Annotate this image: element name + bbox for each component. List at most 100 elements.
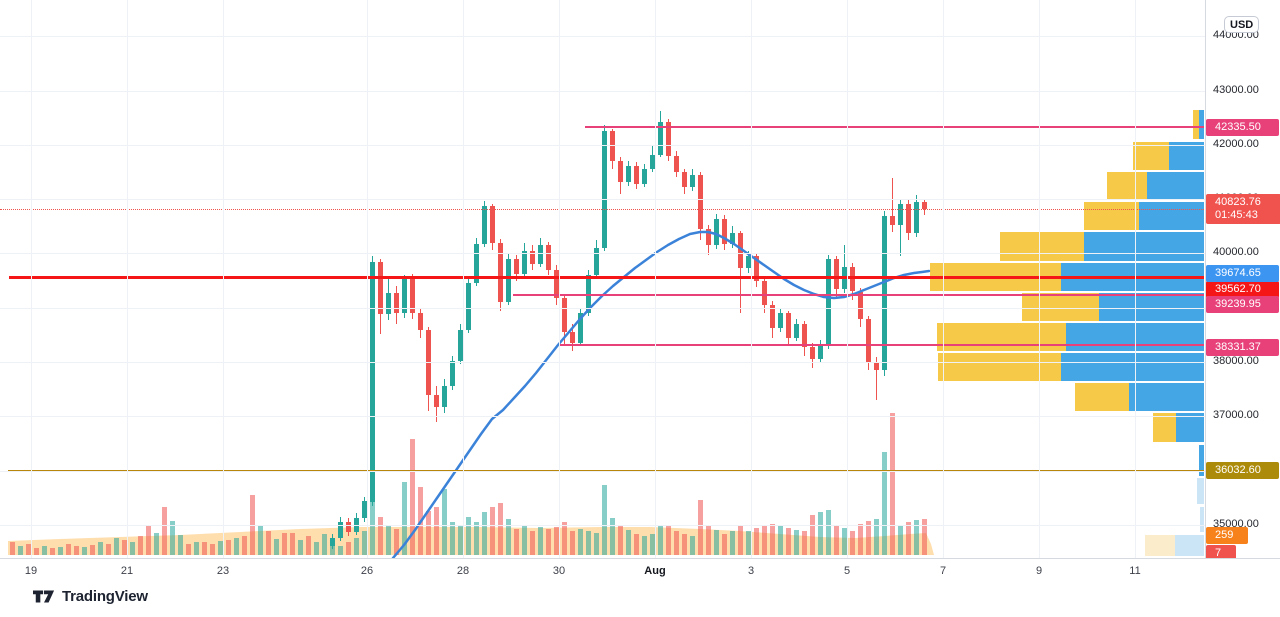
- volume-bar: [185, 544, 191, 555]
- volume-bar: [105, 544, 111, 555]
- candlestick: [601, 130, 607, 249]
- volume-bar: [305, 536, 311, 555]
- current-price-countdown: 01:45:43: [1215, 209, 1258, 221]
- volume-bar: [57, 547, 63, 555]
- volume-profile-yellow-segment: [1000, 232, 1084, 261]
- chart-plot-area[interactable]: [0, 0, 1205, 558]
- volume-profile-blue-segment: [1175, 535, 1204, 556]
- volume-bar: [377, 517, 383, 555]
- volume-bar: [257, 525, 263, 555]
- candle-wick: [891, 178, 893, 232]
- volume-bar: [161, 507, 167, 555]
- volume-bar: [761, 526, 767, 555]
- volume-bar: [153, 533, 159, 555]
- volume-bar: [73, 546, 79, 555]
- candlestick: [689, 174, 695, 188]
- current-price-value: 40823.76: [1215, 196, 1261, 208]
- candlestick: [625, 165, 631, 182]
- volume-bar: [513, 529, 519, 555]
- volume-bar: [881, 452, 887, 555]
- time-axis-label: 26: [360, 565, 374, 577]
- volume-bar: [817, 512, 823, 555]
- volume-bar: [833, 526, 839, 555]
- volume-profile-blue-segment: [1169, 142, 1204, 170]
- volume-bar: [497, 503, 503, 555]
- volume-profile-yellow-segment: [1193, 110, 1199, 139]
- candlestick: [697, 174, 703, 230]
- candlestick: [521, 250, 527, 275]
- candlestick: [329, 538, 335, 546]
- volume-bar: [385, 525, 391, 555]
- price-axis-label: 38000.00: [1213, 355, 1259, 367]
- candlestick: [649, 154, 655, 169]
- volume-bar: [17, 546, 23, 555]
- tradingview-logo-text: TradingView: [62, 588, 148, 605]
- time-axis-label: 23: [216, 565, 230, 577]
- volume-bar: [113, 538, 119, 555]
- time-axis[interactable]: 19 21 23 26 28 30 Aug 3 5 7 9 11: [0, 558, 1280, 583]
- volume-bar: [649, 534, 655, 555]
- candlestick: [921, 201, 927, 209]
- volume-bar: [529, 531, 535, 555]
- volume-bar: [25, 544, 31, 555]
- volume-bar: [337, 546, 343, 555]
- axis-extra-label-chip: 7: [1206, 544, 1236, 562]
- candlestick: [849, 267, 855, 292]
- volume-bar: [489, 507, 495, 555]
- candlestick: [377, 262, 383, 315]
- volume-bar: [457, 526, 463, 555]
- volume-bar: [777, 526, 783, 555]
- price-line-label-chip: 36032.60: [1206, 461, 1279, 479]
- currency-usd-button[interactable]: USD: [1224, 16, 1260, 33]
- ma-value-label-chip: 39674.65: [1206, 264, 1279, 282]
- volume-bar: [561, 522, 567, 555]
- horizontal-gridline: [0, 36, 1205, 37]
- volume-profile-blue-segment: [1061, 353, 1204, 381]
- candlestick: [569, 331, 575, 344]
- candlestick: [865, 318, 871, 363]
- horizontal-gridline: [0, 91, 1205, 92]
- time-axis-label: 3: [747, 565, 755, 577]
- horizontal-price-line[interactable]: [513, 294, 1204, 296]
- current-price-chip: 40823.76 01:45:43: [1206, 194, 1280, 224]
- candlestick: [777, 313, 783, 329]
- candlestick: [353, 517, 359, 533]
- volume-bar: [393, 529, 399, 555]
- horizontal-price-line[interactable]: [9, 276, 1204, 279]
- candlestick: [417, 313, 423, 330]
- horizontal-price-line[interactable]: [560, 343, 1204, 346]
- volume-bar: [41, 546, 47, 555]
- price-axis[interactable]: 44000.0043000.0042000.0041000.0040000.00…: [1205, 0, 1280, 562]
- candlestick: [457, 329, 463, 361]
- volume-profile-blue-segment: [1197, 478, 1204, 504]
- volume-bar: [433, 507, 439, 555]
- horizontal-gridline: [0, 145, 1205, 146]
- volume-bar: [49, 548, 55, 555]
- volume-bar: [137, 536, 143, 555]
- price-line-label-chip: 39239.95: [1206, 295, 1279, 313]
- horizontal-gridline: [0, 253, 1205, 254]
- candlestick: [513, 258, 519, 275]
- current-price-dotted-line: [0, 209, 1204, 210]
- candlestick: [633, 165, 639, 184]
- volume-profile-yellow-segment: [1133, 142, 1169, 170]
- volume-bar: [441, 489, 447, 555]
- volume-bar: [793, 530, 799, 555]
- tradingview-logo[interactable]: TradingView: [33, 588, 148, 605]
- vertical-gridline: [127, 0, 128, 558]
- volume-bar: [697, 500, 703, 555]
- volume-bar: [593, 533, 599, 555]
- candlestick: [729, 232, 735, 244]
- volume-bar: [209, 544, 215, 555]
- candlestick: [817, 344, 823, 360]
- volume-bar: [689, 536, 695, 555]
- horizontal-price-line[interactable]: [585, 126, 1204, 128]
- volume-bar: [321, 534, 327, 555]
- volume-bar: [33, 548, 39, 555]
- candlestick: [873, 362, 879, 371]
- candlestick: [825, 259, 831, 345]
- vertical-gridline: [31, 0, 32, 558]
- horizontal-gridline: [0, 308, 1205, 309]
- volume-bar: [289, 533, 295, 555]
- horizontal-gridline: [0, 471, 1205, 472]
